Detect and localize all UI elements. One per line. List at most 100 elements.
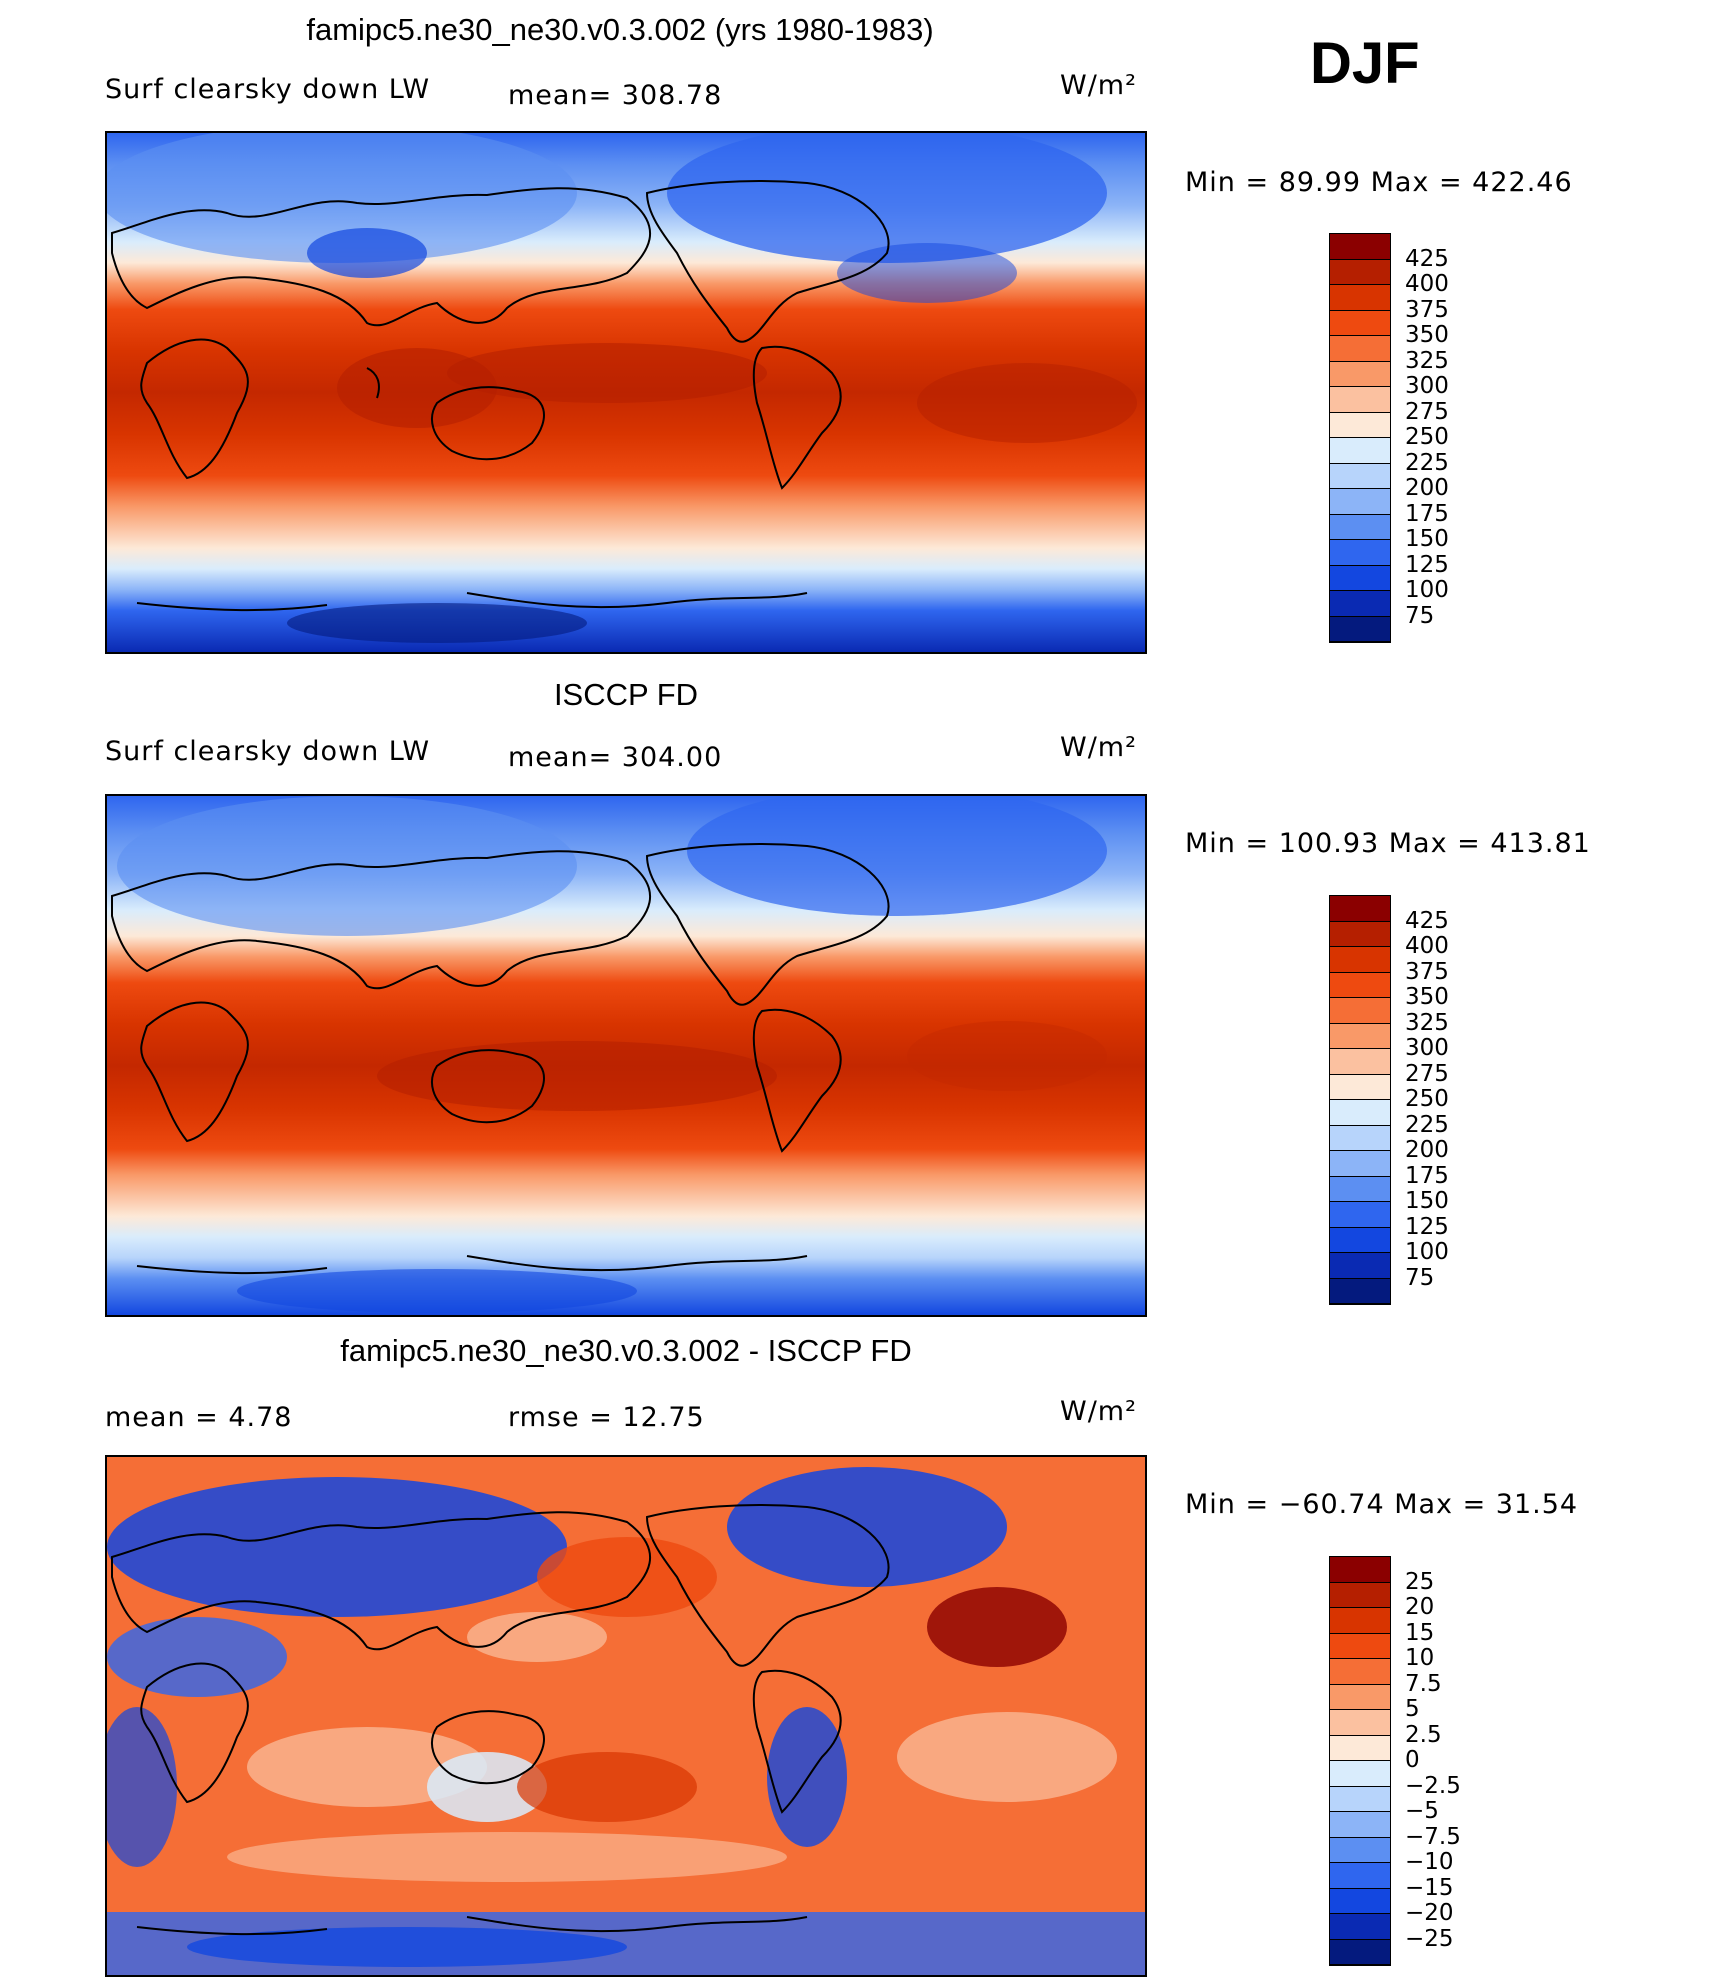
colorbar-swatch <box>1330 361 1390 387</box>
colorbar-swatch <box>1330 1735 1390 1761</box>
panel-1-field-label: Surf clearsky down LW <box>105 74 431 105</box>
colorbar-tick-label: 2.5 <box>1405 1721 1442 1748</box>
colorbar-swatch <box>1330 1582 1390 1608</box>
colorbar-tick-label: 0 <box>1405 1747 1420 1773</box>
colorbar-tick-label: −20 <box>1405 1900 1454 1926</box>
colorbar-tick-label: 350 <box>1405 984 1449 1010</box>
colorbar-swatch <box>1330 591 1390 617</box>
colorbar-swatch <box>1330 1278 1390 1304</box>
panel-1-title: famipc5.ne30_ne30.v0.3.002 (yrs 1980-198… <box>306 12 934 47</box>
colorbar-tick-label: 150 <box>1405 1188 1449 1214</box>
colorbar-swatch <box>1330 259 1390 285</box>
panel-3-units: W/m² <box>1060 1396 1137 1427</box>
panel-3-map <box>105 1455 1147 1977</box>
panel-1-minmax: Min = 89.99 Max = 422.46 <box>1185 167 1573 198</box>
colorbar-swatch <box>1330 921 1390 947</box>
panel-3-mean: mean = 4.78 <box>105 1402 293 1433</box>
colorbar-swatch <box>1330 1608 1390 1634</box>
panel-1-mean: mean= 308.78 <box>508 80 723 111</box>
colorbar-swatch <box>1330 1227 1390 1253</box>
colorbar-tick-label: 200 <box>1405 1137 1449 1163</box>
colorbar-tick-label: 125 <box>1405 551 1449 578</box>
colorbar-tick-label: 425 <box>1405 245 1449 272</box>
colorbar-tick-label: 300 <box>1405 373 1449 399</box>
colorbar-swatch <box>1330 310 1390 336</box>
colorbar-tick-label: 175 <box>1405 1162 1449 1189</box>
colorbar-tick-label: 175 <box>1405 500 1449 527</box>
colorbar-tick-label: 150 <box>1405 526 1449 552</box>
panel-2-title: ISCCP FD <box>553 677 699 712</box>
colorbar-swatch <box>1330 1659 1390 1685</box>
colorbar-swatch <box>1330 1786 1390 1812</box>
colorbar-swatch <box>1330 1100 1390 1126</box>
season-label: DJF <box>1310 31 1420 96</box>
colorbar-swatch <box>1330 998 1390 1024</box>
colorbar-swatch <box>1330 438 1390 464</box>
colorbar-tick-label: 25 <box>1405 1568 1435 1595</box>
colorbar-tick-label: 350 <box>1405 322 1449 348</box>
colorbar-swatch <box>1330 1049 1390 1075</box>
colorbar-swatch <box>1330 896 1390 922</box>
panel-1-units: W/m² <box>1060 70 1137 101</box>
panel-3-map-svg <box>107 1457 1145 1975</box>
colorbar-tick-label: 225 <box>1405 1111 1449 1138</box>
colorbar-swatch <box>1330 972 1390 998</box>
colorbar-tick-label: 400 <box>1405 933 1449 959</box>
colorbar-swatch <box>1330 1710 1390 1736</box>
colorbar-swatch <box>1330 234 1390 260</box>
colorbar-swatch <box>1330 285 1390 311</box>
colorbar-tick-label: 250 <box>1405 1086 1449 1112</box>
colorbar-swatch <box>1330 1888 1390 1914</box>
panel-2-colorbar <box>1329 895 1391 1305</box>
colorbar-tick-label: −10 <box>1405 1849 1454 1875</box>
colorbar-swatch <box>1330 616 1390 642</box>
colorbar-tick-label: 400 <box>1405 271 1449 297</box>
colorbar-swatch <box>1330 1761 1390 1787</box>
colorbar-tick-label: 425 <box>1405 907 1449 934</box>
colorbar-tick-label: 375 <box>1405 958 1449 985</box>
colorbar-swatch <box>1330 540 1390 566</box>
colorbar-swatch <box>1330 1151 1390 1177</box>
colorbar-swatch <box>1330 1074 1390 1100</box>
colorbar-swatch <box>1330 1202 1390 1228</box>
colorbar-swatch <box>1330 514 1390 540</box>
panel-3-colorbar <box>1329 1556 1391 1966</box>
panel-2-field-label: Surf clearsky down LW <box>105 736 431 767</box>
colorbar-swatch <box>1330 412 1390 438</box>
colorbar-tick-label: 325 <box>1405 1009 1449 1036</box>
colorbar-swatch <box>1330 1176 1390 1202</box>
panel-2-map <box>105 794 1147 1317</box>
panel-3-minmax: Min = −60.74 Max = 31.54 <box>1185 1489 1579 1520</box>
colorbar-tick-label: 300 <box>1405 1035 1449 1061</box>
colorbar-tick-label: 75 <box>1405 1264 1435 1291</box>
colorbar-swatch <box>1330 1684 1390 1710</box>
panel-1-map <box>105 131 1147 654</box>
colorbar-swatch <box>1330 463 1390 489</box>
panel-2-mean: mean= 304.00 <box>508 742 723 773</box>
colorbar-tick-label: 5 <box>1405 1696 1420 1722</box>
colorbar-swatch <box>1330 1023 1390 1049</box>
panel-3-title: famipc5.ne30_ne30.v0.3.002 - ISCCP FD <box>340 1333 912 1368</box>
colorbar-swatch <box>1330 947 1390 973</box>
colorbar-swatch <box>1330 336 1390 362</box>
colorbar-tick-label: 15 <box>1405 1619 1435 1646</box>
colorbar-tick-label: −7.5 <box>1405 1823 1461 1850</box>
colorbar-tick-label: 275 <box>1405 398 1449 425</box>
colorbar-tick-label: 225 <box>1405 449 1449 476</box>
colorbar-swatch <box>1330 1633 1390 1659</box>
colorbar-swatch <box>1330 1863 1390 1889</box>
colorbar-tick-label: −25 <box>1405 1925 1454 1952</box>
colorbar-tick-label: 275 <box>1405 1060 1449 1087</box>
colorbar-tick-label: 200 <box>1405 475 1449 501</box>
colorbar-tick-label: 125 <box>1405 1213 1449 1240</box>
colorbar-tick-label: 325 <box>1405 347 1449 374</box>
colorbar-tick-label: −5 <box>1405 1798 1439 1824</box>
colorbar-swatch <box>1330 1914 1390 1940</box>
colorbar-tick-label: 250 <box>1405 424 1449 450</box>
colorbar-swatch <box>1330 565 1390 591</box>
colorbar-tick-label: 20 <box>1405 1594 1435 1620</box>
colorbar-tick-label: −15 <box>1405 1874 1454 1901</box>
colorbar-tick-label: −2.5 <box>1405 1772 1461 1799</box>
colorbar-swatch <box>1330 489 1390 515</box>
panel-2-units: W/m² <box>1060 732 1137 763</box>
